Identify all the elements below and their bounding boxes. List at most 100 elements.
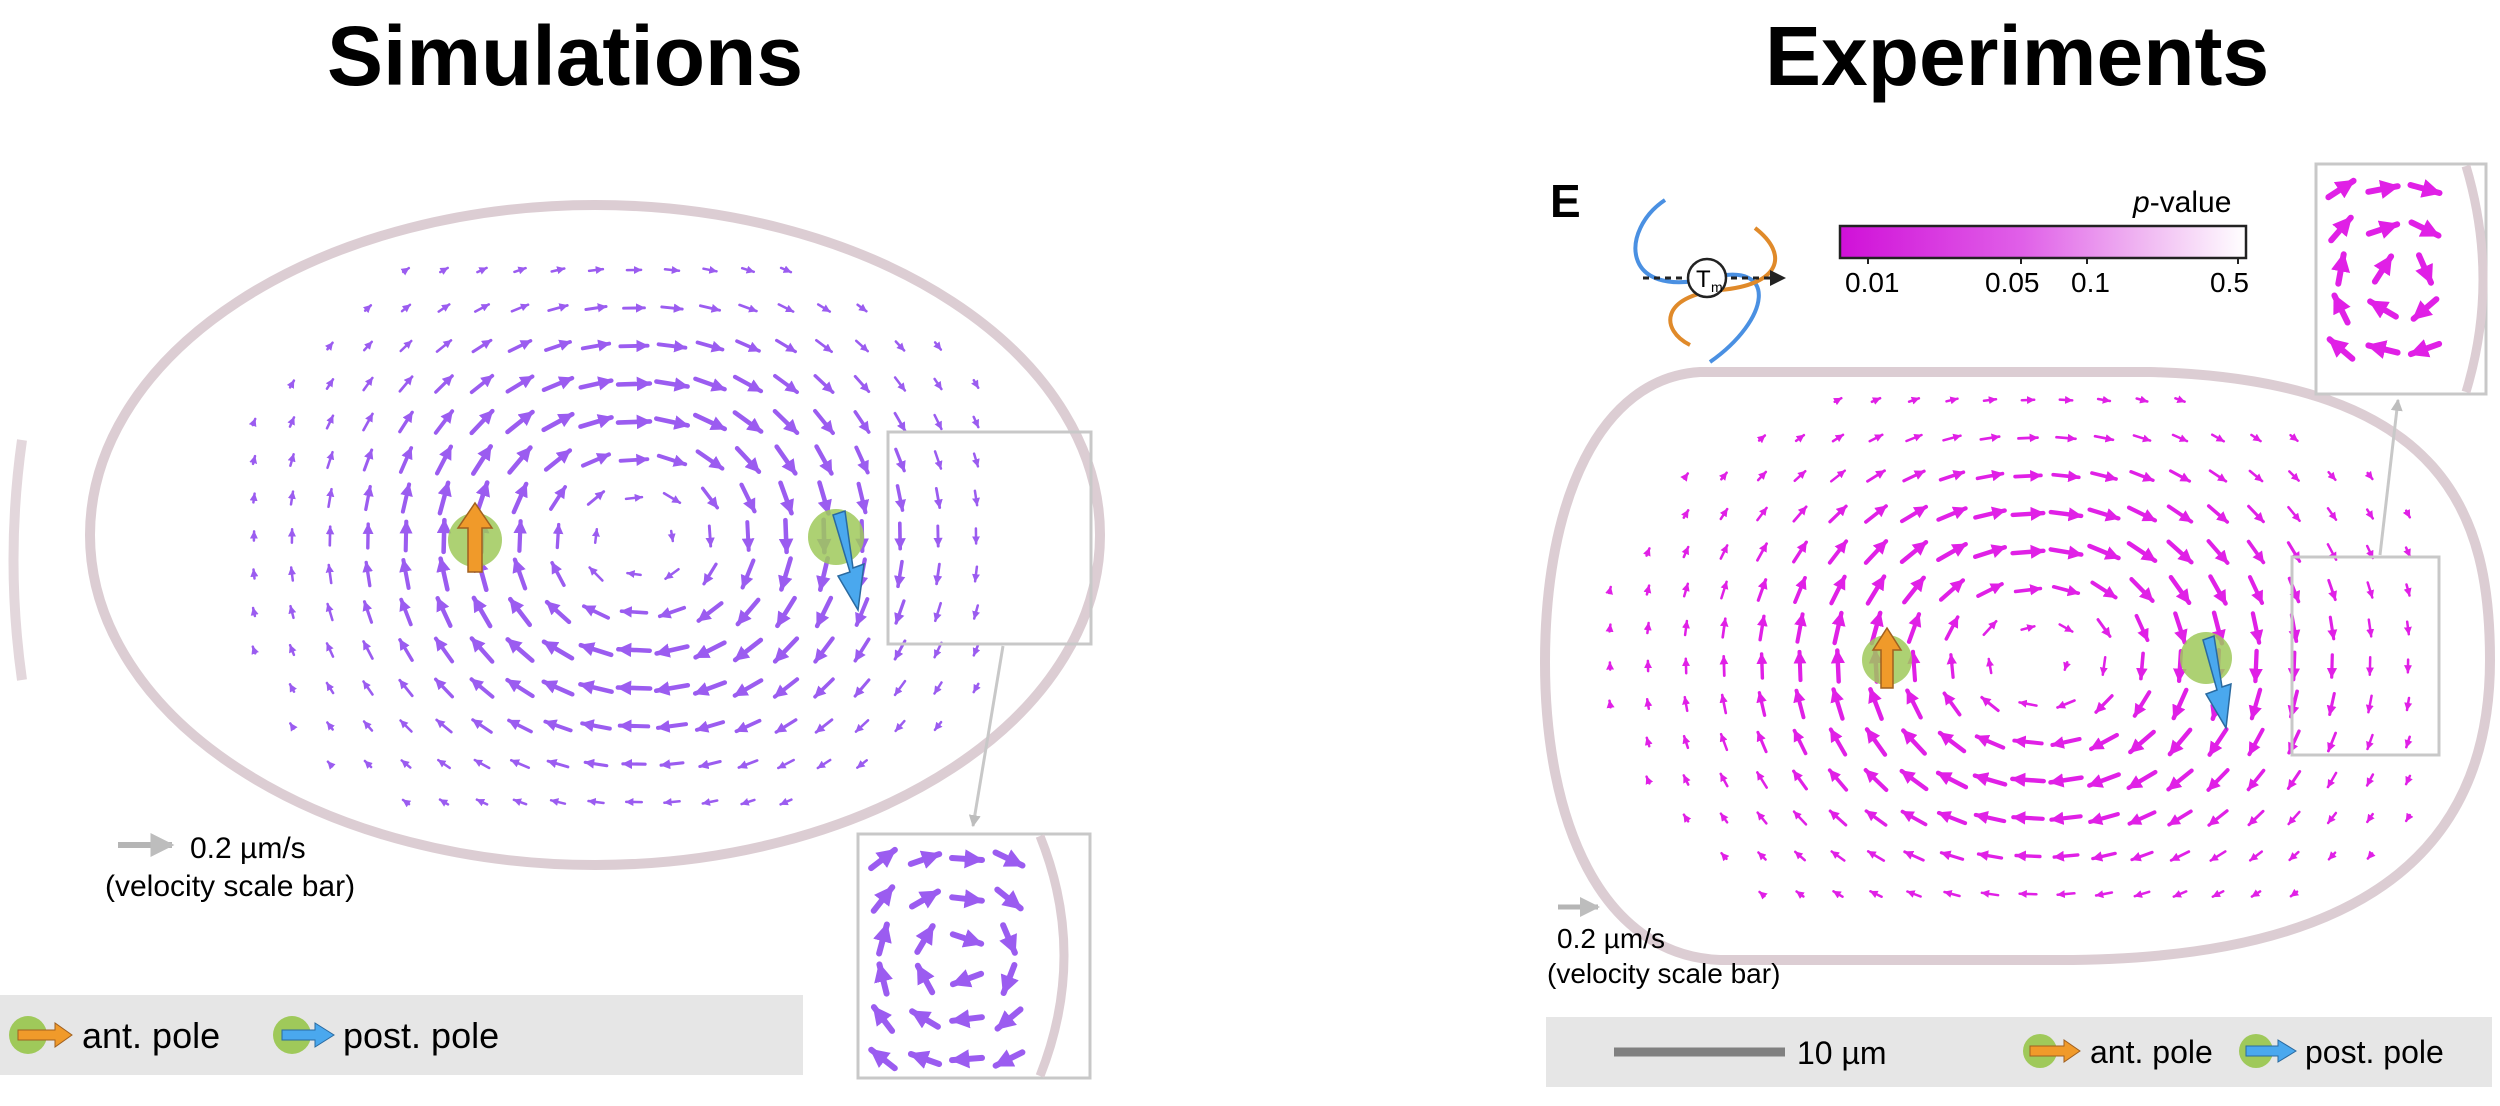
flow-arrow (1682, 619, 1690, 637)
flow-arrow (2206, 768, 2230, 792)
flow-arrow (1681, 582, 1690, 598)
flow-arrow (2326, 507, 2338, 521)
experiments-title: Experiments (1765, 9, 2270, 103)
flow-arrow (2052, 850, 2080, 862)
flow-arrow (778, 480, 794, 516)
flow-arrow (740, 798, 756, 806)
flow-arrow (399, 597, 413, 627)
flow-arrow (1828, 504, 1848, 524)
flow-arrow (814, 444, 834, 476)
flow-arrow (816, 556, 831, 592)
flow-arrow (653, 415, 691, 430)
anterior-pronucleus (448, 501, 502, 573)
flow-arrow (655, 719, 689, 733)
flow-arrow (507, 339, 533, 353)
flow-arrow (2174, 395, 2186, 403)
flow-arrow (363, 484, 374, 512)
flow-arrow (401, 798, 412, 808)
legend-posterior-icon (273, 1016, 335, 1054)
flow-arrow (1982, 619, 1998, 637)
flow-arrow (1792, 728, 1808, 756)
flow-arrow (2136, 651, 2148, 681)
flow-arrow (435, 596, 453, 628)
flow-arrow (2404, 774, 2413, 786)
flow-arrow (1830, 648, 1845, 684)
flow-arrow (775, 595, 797, 629)
flow-arrow (434, 374, 454, 394)
flow-arrow (549, 485, 567, 511)
simulations-title: Simulations (327, 9, 804, 103)
flow-arrow (1863, 539, 1889, 565)
flow-arrow (1794, 612, 1807, 644)
flow-arrow (1000, 962, 1019, 996)
flow-arrow (509, 758, 531, 770)
flow-arrow (398, 410, 414, 434)
flow-arrow (362, 720, 374, 732)
flow-arrow (362, 680, 374, 696)
flow-arrow (508, 596, 532, 628)
flow-arrow (972, 565, 980, 583)
flow-arrow (512, 798, 528, 807)
flow-arrow (287, 490, 296, 506)
flow-arrow (734, 446, 762, 474)
flow-arrow (732, 410, 764, 434)
flow-arrow (578, 680, 614, 695)
flow-arrow (250, 568, 259, 580)
flow-arrow (505, 409, 535, 435)
flow-arrow (2128, 729, 2156, 755)
inset-zoom (2314, 162, 2488, 396)
flow-arrow (740, 265, 756, 274)
flow-arrow (1829, 469, 1847, 483)
flow-arrow (949, 889, 985, 909)
flow-arrow (2211, 889, 2225, 898)
flow-arrow (814, 595, 834, 629)
flow-arrow (692, 412, 728, 432)
flow-arrow (2250, 433, 2262, 443)
flow-arrow (469, 408, 495, 436)
flow-arrow (1905, 688, 1923, 720)
flow-arrow (616, 642, 652, 658)
flow-arrow (1938, 578, 1966, 602)
flow-arrow (1719, 772, 1729, 788)
flow-arrow (618, 339, 650, 353)
flow-arrow (949, 929, 985, 948)
flow-arrow (949, 969, 985, 988)
flow-arrow (1937, 730, 1967, 754)
flow-arrow (399, 558, 412, 590)
velocity-scale-caption: (velocity scale bar) (1547, 958, 1780, 989)
flow-arrow (505, 637, 535, 663)
flow-arrow (1605, 585, 1613, 595)
flow-arrow (2247, 809, 2265, 827)
flow-arrow (2365, 220, 2401, 239)
flow-arrow (435, 339, 453, 353)
length-scale-label: 10 µm (1797, 1035, 1887, 1071)
flow-arrow (2049, 811, 2083, 825)
flow-arrow (550, 560, 566, 588)
flow-arrow (1720, 580, 1729, 600)
flow-arrow (1863, 768, 1889, 792)
flow-arrow (583, 758, 609, 769)
flow-arrow (738, 303, 758, 313)
flow-arrow (505, 374, 535, 394)
flow-arrow (663, 266, 681, 274)
flow-arrow (1973, 810, 2007, 824)
flow-arrow (2367, 298, 2399, 320)
flow-arrow (971, 378, 980, 390)
flow-arrow (2133, 890, 2151, 898)
flow-arrow (1606, 699, 1615, 709)
flow-arrow (471, 338, 493, 354)
flow-arrow (775, 338, 797, 354)
flow-arrow (2289, 433, 2299, 443)
flow-arrow (1720, 851, 1730, 862)
flow-arrow (325, 681, 335, 695)
flow-arrow (363, 759, 373, 769)
flow-arrow (662, 491, 682, 505)
flow-arrow (1605, 623, 1614, 633)
flow-arrow (437, 303, 451, 313)
flow-arrow (251, 645, 260, 655)
flow-arrow (2403, 546, 2412, 558)
flow-arrow (1682, 695, 1690, 713)
flow-arrow (591, 528, 600, 544)
flow-arrow (2132, 690, 2152, 718)
flow-arrow (2088, 812, 2120, 826)
